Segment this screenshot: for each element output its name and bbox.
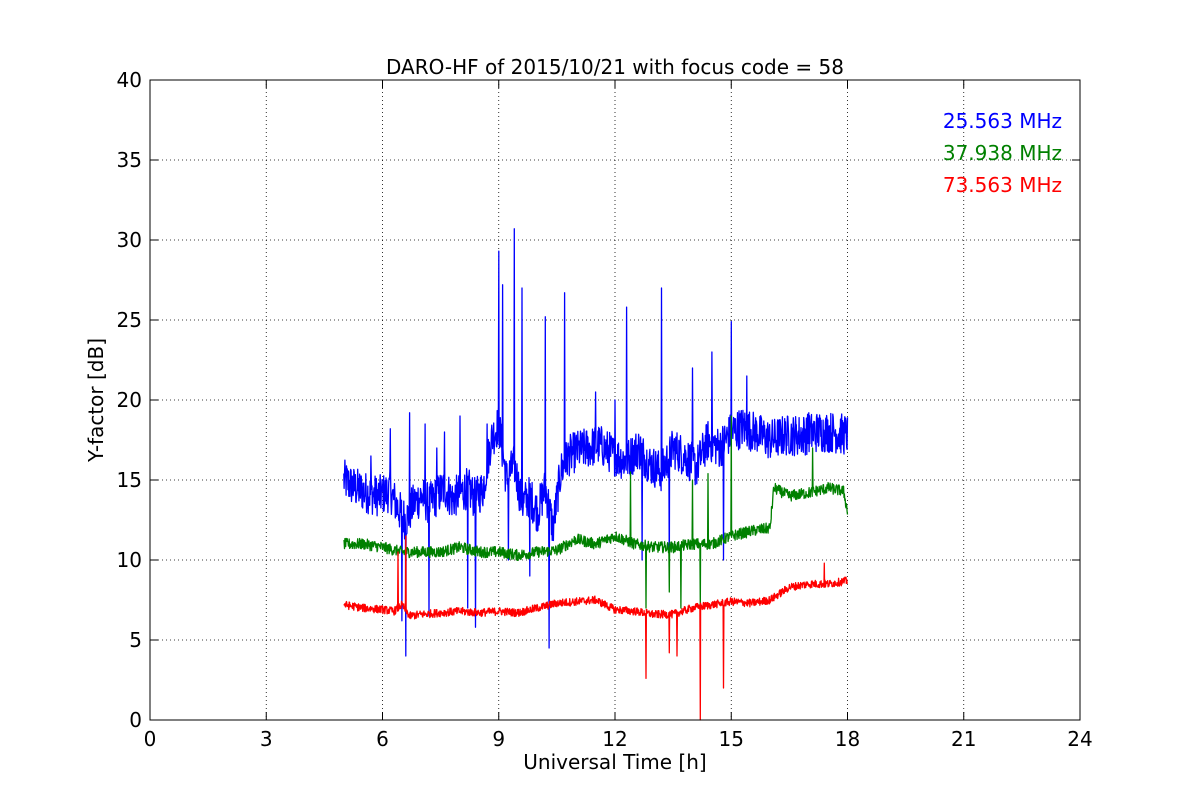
y-axis-label: Y-factor [dB] — [84, 338, 108, 463]
y-tick-label: 25 — [117, 308, 142, 332]
y-tick-label: 40 — [117, 68, 142, 92]
x-tick-label: 12 — [602, 727, 627, 751]
x-tick-label: 6 — [376, 727, 389, 751]
x-tick-label: 21 — [951, 727, 976, 751]
x-tick-label: 9 — [492, 727, 505, 751]
legend-entry: 73.563 MHz — [943, 173, 1062, 197]
y-tick-label: 35 — [117, 148, 142, 172]
y-tick-label: 5 — [129, 628, 142, 652]
x-tick-label: 3 — [260, 727, 273, 751]
ticks: 0 3 6 9 12 15 18 21 24 0 5 10 15 20 25 30 35 40 — [117, 68, 1093, 751]
legend-entry: 25.563 MHz — [943, 109, 1062, 133]
series-line-0 — [343, 228, 849, 657]
chart-title: DARO-HF of 2015/10/21 with focus code = … — [386, 55, 844, 79]
legend: 25.563 MHz 37.938 MHz 73.563 MHz — [943, 109, 1062, 197]
series-line-1 — [343, 415, 849, 609]
legend-entry: 37.938 MHz — [943, 141, 1062, 165]
x-tick-label: 0 — [144, 727, 157, 751]
series-layer — [343, 228, 849, 721]
y-tick-label: 20 — [117, 388, 142, 412]
x-tick-label: 24 — [1067, 727, 1092, 751]
y-tick-label: 0 — [129, 708, 142, 732]
x-tick-label: 15 — [719, 727, 744, 751]
x-tick-label: 18 — [835, 727, 860, 751]
y-tick-label: 30 — [117, 228, 142, 252]
y-tick-label: 15 — [117, 468, 142, 492]
series-line-2 — [343, 535, 849, 721]
y-tick-label: 10 — [117, 548, 142, 572]
x-axis-label: Universal Time [h] — [523, 750, 706, 774]
